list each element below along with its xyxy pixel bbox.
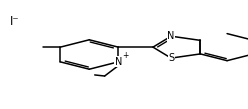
Text: N: N [115, 57, 122, 67]
Text: S: S [168, 53, 174, 63]
Text: N: N [167, 31, 175, 41]
Text: +: + [122, 51, 128, 60]
Text: I⁻: I⁻ [10, 15, 20, 28]
